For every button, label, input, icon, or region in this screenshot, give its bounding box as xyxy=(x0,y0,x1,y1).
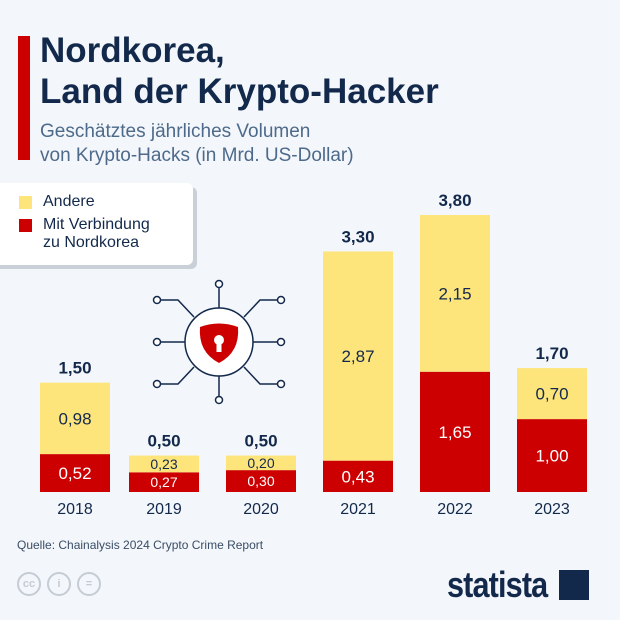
x-tick-label: 2022 xyxy=(437,501,473,518)
legend-label: Andere xyxy=(43,193,95,210)
statista-logo[interactable]: statista xyxy=(447,564,590,606)
chart-subtitle: Geschätztes jährliches Volumen von Krypt… xyxy=(40,120,354,168)
title-accent-bar xyxy=(18,36,30,160)
bar-total-label: 1,50 xyxy=(58,359,91,378)
bar-value-label: 0,52 xyxy=(58,464,91,483)
chart-title: Nordkorea, Land der Krypto-Hacker xyxy=(40,30,439,112)
bar-total-label: 3,80 xyxy=(438,191,471,210)
x-tick-label: 2020 xyxy=(243,501,279,518)
bar-value-label: 0,70 xyxy=(535,385,568,404)
legend-label-line: Mit Verbindung xyxy=(43,216,150,233)
bar-segment-nk xyxy=(323,460,393,492)
bar-total-label: 1,70 xyxy=(535,344,568,363)
x-tick-label: 2023 xyxy=(534,501,570,518)
x-tick-label: 2019 xyxy=(146,501,182,518)
bar-value-label: 1,00 xyxy=(535,447,568,466)
bar-value-label: 2,15 xyxy=(438,284,471,303)
bar-total-label: 0,50 xyxy=(147,432,180,451)
license-icons[interactable]: cc i = xyxy=(17,572,101,596)
bars: 0,52 0,98 1,50 2018 0,27 0,23 0,50 2019 0,30 0,20… xyxy=(40,191,587,518)
legend-swatch-nk xyxy=(19,219,32,232)
bar-segment-other xyxy=(226,455,296,471)
bar-segment-nk xyxy=(226,470,296,492)
legend-item-nk: Mit Verbindung zu Nordkorea xyxy=(19,216,150,252)
brand-name: statista xyxy=(447,564,548,605)
bar-value-label: 1,65 xyxy=(438,423,471,442)
cc-icon[interactable]: cc xyxy=(17,572,41,596)
legend-label-line: zu Nordkorea xyxy=(43,234,140,251)
bar-total-label: 0,50 xyxy=(244,432,277,451)
bar-value-label: 0,98 xyxy=(58,409,91,428)
bar-segment-nk xyxy=(517,419,587,492)
x-tick-label: 2018 xyxy=(57,501,93,518)
legend-swatch-other xyxy=(19,196,32,209)
title-line: Land der Krypto-Hacker xyxy=(40,72,439,111)
bar-value-label: 0,43 xyxy=(341,467,374,486)
bar-segment-nk xyxy=(40,454,110,492)
bar-segment-other xyxy=(420,215,490,372)
bar-value-label: 0,20 xyxy=(247,455,274,471)
subtitle-line: Geschätztes jährliches Volumen xyxy=(40,121,311,142)
bar-segment-nk xyxy=(420,371,490,492)
bar-segment-other xyxy=(517,368,587,420)
x-tick-label: 2021 xyxy=(340,501,376,518)
bar-value-label: 0,27 xyxy=(150,474,177,490)
title-line: Nordkorea, xyxy=(40,31,225,70)
bar-segment-other xyxy=(323,251,393,461)
shield-network-icon xyxy=(152,279,286,405)
by-icon[interactable]: i xyxy=(47,572,71,596)
nd-icon[interactable]: = xyxy=(77,572,101,596)
bar-segment-other xyxy=(129,455,199,473)
statista-logo-mark-icon xyxy=(559,570,590,600)
legend: Andere Mit Verbindung zu Nordkorea xyxy=(0,183,193,265)
legend-item-other: Andere xyxy=(19,193,95,211)
subtitle-line: von Krypto-Hacks (in Mrd. US-Dollar) xyxy=(40,145,354,166)
bar-value-label: 0,30 xyxy=(247,473,274,489)
bar-segment-nk xyxy=(129,472,199,492)
bar-value-label: 0,23 xyxy=(150,456,177,472)
bar-total-label: 3,30 xyxy=(341,227,374,246)
legend-label: Mit Verbindung zu Nordkorea xyxy=(43,216,150,252)
source-note: Quelle: Chainalysis 2024 Crypto Crime Re… xyxy=(17,538,264,552)
bar-segment-other xyxy=(40,382,110,455)
bar-value-label: 2,87 xyxy=(341,347,374,366)
